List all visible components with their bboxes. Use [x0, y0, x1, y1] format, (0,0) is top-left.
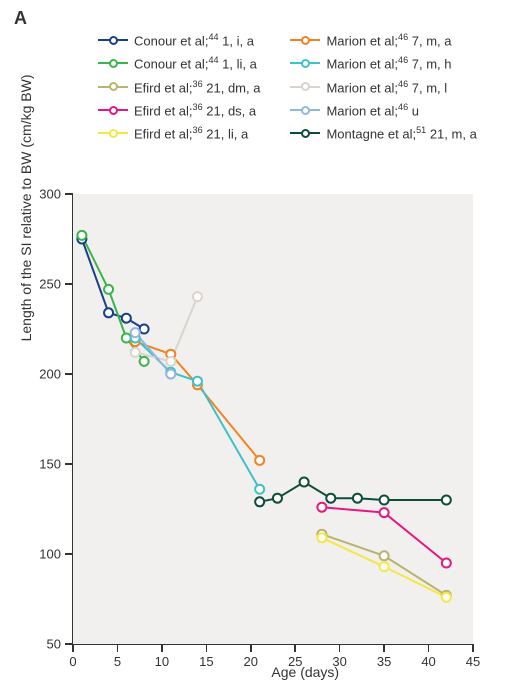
legend: Conour et al;44 1, i, a Conour et al;44 1… [98, 32, 477, 142]
series-point-montagne [273, 494, 282, 503]
series-point-montagne [255, 497, 264, 506]
panel-label: A [14, 8, 27, 29]
series-point-efird_li [380, 562, 389, 571]
x-tick-label: 5 [114, 644, 121, 669]
x-tick-label: 35 [377, 644, 391, 669]
series-point-marion_l [193, 292, 202, 301]
y-tick-label: 200 [39, 367, 73, 382]
legend-label: Marion et al;46 7, m, a [326, 32, 451, 48]
series-point-marion_l [166, 357, 175, 366]
plot-area: 50100150200250300051015202530354045 [72, 194, 473, 645]
x-axis-label: Age (days) [271, 664, 339, 680]
x-tick-label: 20 [244, 644, 258, 669]
legend-item: Efird et al;36 21, ds, a [98, 102, 260, 118]
legend-label: Efird et al;36 21, dm, a [134, 79, 260, 95]
legend-swatch [290, 81, 320, 93]
legend-column: Marion et al;46 7, m, a Marion et al;46 7… [290, 32, 476, 142]
series-point-efird_ds [380, 508, 389, 517]
series-point-efird_dm [380, 551, 389, 560]
series-point-efird_ds [442, 559, 451, 568]
y-tick-label: 250 [39, 277, 73, 292]
legend-swatch [290, 57, 320, 69]
series-point-efird_li [442, 593, 451, 602]
series-point-conour_i [104, 308, 113, 317]
x-tick-label: 10 [155, 644, 169, 669]
legend-item: Marion et al;46 7, m, a [290, 32, 476, 48]
series-point-efird_ds [317, 503, 326, 512]
series-point-efird_li [317, 533, 326, 542]
x-tick-label: 45 [466, 644, 480, 669]
series-point-marion_l [131, 348, 140, 357]
legend-item: Efird et al;36 21, dm, a [98, 79, 260, 95]
series-point-montagne [380, 496, 389, 505]
y-tick-label: 300 [39, 187, 73, 202]
series-line-marion_h [135, 338, 259, 489]
series-point-montagne [353, 494, 362, 503]
series-point-conour_li [77, 231, 86, 240]
series-point-montagne [442, 496, 451, 505]
legend-label: Marion et al;46 u [326, 102, 419, 118]
legend-swatch [290, 34, 320, 46]
y-tick-label: 150 [39, 457, 73, 472]
x-tick-label: 0 [69, 644, 76, 669]
legend-label: Marion et al;46 7, m, l [326, 79, 447, 95]
series-point-marion_h [255, 485, 264, 494]
series-line-marion_a [135, 342, 259, 461]
legend-label: Efird et al;36 21, li, a [134, 125, 248, 141]
legend-swatch [98, 57, 128, 69]
legend-swatch [290, 104, 320, 116]
legend-swatch [98, 81, 128, 93]
legend-item: Marion et al;46 7, m, h [290, 55, 476, 71]
legend-item: Marion et al;46 7, m, l [290, 79, 476, 95]
series-point-conour_li [140, 357, 149, 366]
series-point-marion_a [255, 456, 264, 465]
y-axis-label: Length of the SI relative to BW (cm/kg B… [18, 75, 34, 342]
legend-label: Conour et al;44 1, li, a [134, 55, 257, 71]
series-point-marion_u [131, 328, 140, 337]
legend-item: Efird et al;36 21, li, a [98, 125, 260, 141]
legend-swatch [290, 127, 320, 139]
legend-label: Montagne et al;51 21, m, a [326, 125, 476, 141]
legend-swatch [98, 104, 128, 116]
series-point-montagne [326, 494, 335, 503]
legend-swatch [98, 34, 128, 46]
y-tick-label: 100 [39, 547, 73, 562]
x-tick-label: 15 [199, 644, 213, 669]
series-point-montagne [300, 478, 309, 487]
series-point-conour_i [122, 314, 131, 323]
x-tick-label: 40 [421, 644, 435, 669]
legend-column: Conour et al;44 1, i, a Conour et al;44 1… [98, 32, 260, 142]
series-point-marion_h [193, 377, 202, 386]
series-point-conour_li [104, 285, 113, 294]
legend-label: Efird et al;36 21, ds, a [134, 102, 256, 118]
series-point-marion_u [166, 370, 175, 379]
legend-label: Conour et al;44 1, i, a [134, 32, 254, 48]
series-point-conour_i [140, 325, 149, 334]
figure-panel: A Conour et al;44 1, i, aConour et al;44… [0, 0, 513, 686]
plot-svg [73, 194, 473, 644]
legend-item: Montagne et al;51 21, m, a [290, 125, 476, 141]
legend-label: Marion et al;46 7, m, h [326, 55, 451, 71]
legend-item: Conour et al;44 1, i, a [98, 32, 260, 48]
legend-item: Conour et al;44 1, li, a [98, 55, 260, 71]
legend-item: Marion et al;46 u [290, 102, 476, 118]
series-point-conour_li [122, 334, 131, 343]
legend-swatch [98, 127, 128, 139]
